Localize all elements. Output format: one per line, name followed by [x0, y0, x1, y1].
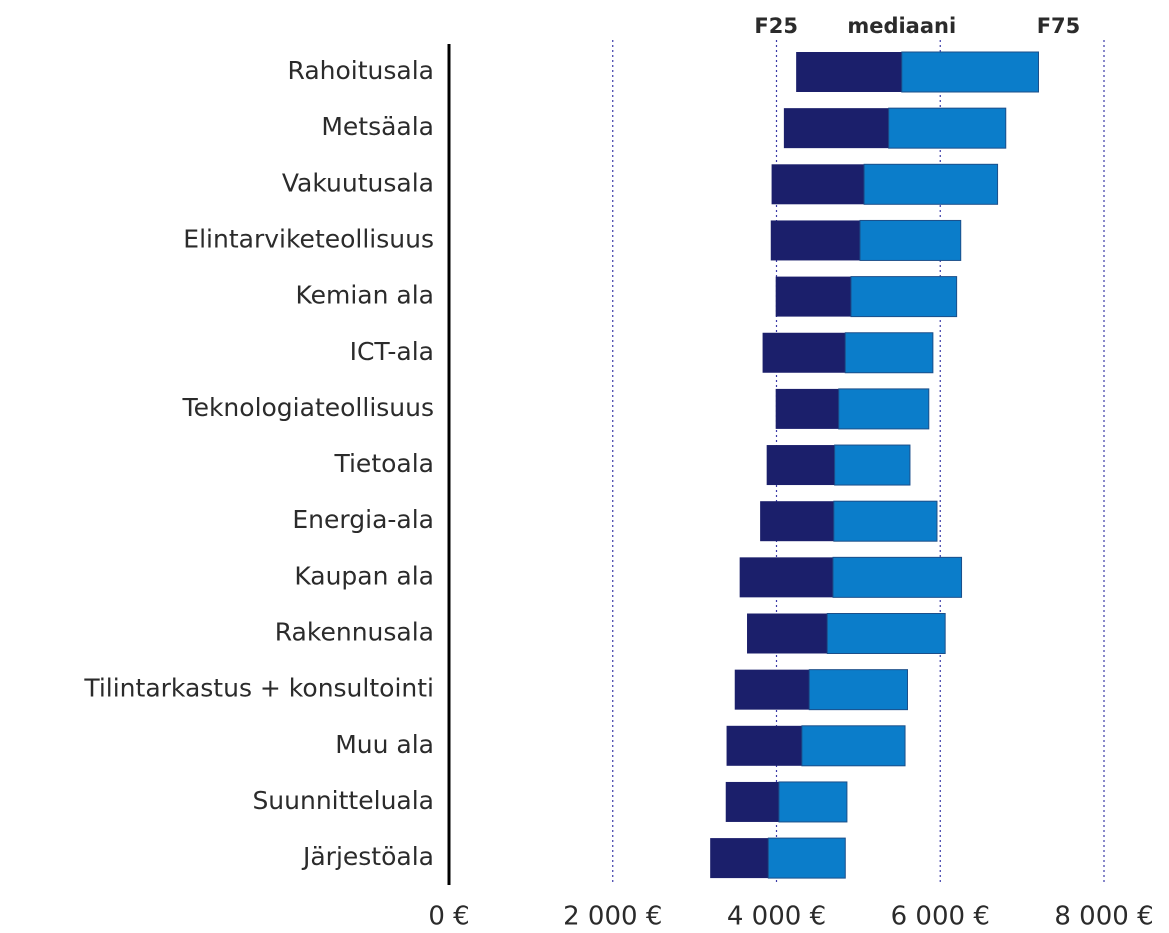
bar-lower — [725, 781, 779, 822]
category-label: Rahoitusala — [288, 56, 434, 85]
bar-lower — [762, 332, 846, 373]
bar-lower — [739, 557, 833, 598]
bar-upper — [808, 669, 908, 711]
x-tick-label: 2 000 € — [563, 902, 662, 932]
bar-lower — [734, 669, 810, 710]
bar-lower — [747, 613, 828, 654]
bar-upper — [833, 500, 938, 542]
category-label: Metsäala — [321, 112, 434, 141]
x-tick-label: 6 000 € — [891, 902, 990, 932]
bar-upper — [850, 276, 958, 318]
category-label: Kaupan ala — [294, 561, 434, 590]
bar-upper — [801, 725, 906, 767]
bar-lower — [783, 108, 889, 149]
category-label: Rakennusala — [275, 618, 434, 647]
x-tick-label: 8 000 € — [1054, 902, 1153, 932]
bar-upper — [826, 613, 946, 654]
bar-upper — [838, 388, 930, 430]
bar-lower — [760, 501, 834, 542]
bar-lower — [796, 52, 902, 92]
category-label: Elintarviketeollisuus — [183, 224, 434, 253]
x-tick-label: 4 000 € — [727, 902, 826, 932]
bar-lower — [710, 838, 769, 879]
bar-upper — [778, 781, 848, 823]
category-label: Energia-ala — [292, 505, 434, 534]
bar-upper — [859, 219, 962, 261]
bar-upper — [901, 51, 1039, 93]
category-label: Teknologiateollisuus — [182, 393, 434, 422]
series-label: mediaani — [847, 14, 956, 38]
bar-lower — [771, 164, 865, 205]
category-label: Tietoala — [333, 449, 434, 478]
category-label: Vakuutusala — [282, 168, 434, 197]
category-label: Tilintarkastus + konsultointi — [83, 674, 434, 703]
series-label: F25 — [754, 14, 798, 38]
bar-lower — [770, 220, 861, 261]
bar-upper — [832, 556, 963, 598]
bar-lower — [726, 725, 802, 766]
bar-lower — [766, 445, 835, 486]
category-label: Järjestöala — [301, 842, 434, 871]
bar-upper — [834, 444, 911, 486]
category-label: ICT-ala — [350, 337, 434, 366]
category-label: Muu ala — [335, 730, 434, 759]
category-label: Suunnitteluala — [252, 786, 434, 815]
bar-upper — [863, 163, 999, 205]
bar-lower — [775, 388, 839, 429]
x-tick-label: 0 € — [428, 902, 469, 932]
bar-upper — [844, 332, 934, 374]
series-label: F75 — [1037, 14, 1081, 38]
category-label: Kemian ala — [295, 281, 434, 310]
bar-upper — [767, 837, 846, 879]
bar-upper — [888, 107, 1007, 149]
bar-lower — [775, 276, 852, 317]
